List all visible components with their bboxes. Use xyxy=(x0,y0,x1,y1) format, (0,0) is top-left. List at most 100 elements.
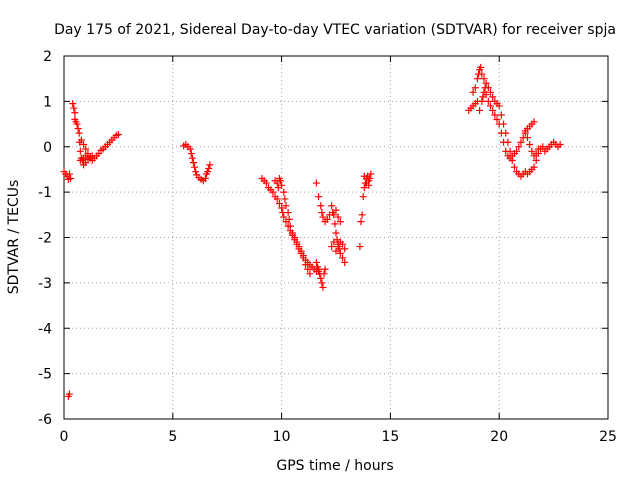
data-point xyxy=(70,104,78,112)
data-point xyxy=(73,120,81,128)
data-point xyxy=(356,243,364,251)
data-point xyxy=(284,209,292,217)
data-point xyxy=(530,163,538,171)
data-point xyxy=(318,279,326,287)
data-point xyxy=(186,145,194,153)
data-point xyxy=(532,150,540,158)
axis-ticks xyxy=(63,55,609,420)
data-point xyxy=(489,106,497,114)
data-point xyxy=(367,170,375,178)
data-point xyxy=(365,181,373,189)
y-tick-labels: -6 -5 -4 -3 -2 -1 0 1 2 xyxy=(38,49,52,428)
data-point xyxy=(187,150,195,158)
x-tick-label: 25 xyxy=(599,429,617,445)
data-point xyxy=(76,147,84,155)
data-point xyxy=(491,111,499,119)
data-point xyxy=(517,138,525,146)
y-tick-label: -4 xyxy=(38,321,52,337)
data-point xyxy=(360,184,368,192)
data-point xyxy=(278,181,286,189)
data-point xyxy=(189,159,197,167)
data-point xyxy=(504,138,512,146)
data-point xyxy=(332,206,340,214)
data-point xyxy=(82,145,90,153)
data-point xyxy=(341,258,349,266)
data-point xyxy=(502,129,510,137)
x-tick-label: 10 xyxy=(273,429,291,445)
data-point xyxy=(67,175,75,183)
data-point xyxy=(306,270,314,278)
data-point xyxy=(282,202,290,210)
data-point xyxy=(304,265,312,273)
data-point xyxy=(484,97,492,105)
data-point xyxy=(65,170,73,178)
y-tick-label: -5 xyxy=(38,367,52,383)
data-point xyxy=(497,111,505,119)
y-tick-label: -2 xyxy=(38,231,52,247)
data-point xyxy=(534,145,542,153)
data-point xyxy=(330,238,338,246)
data-point xyxy=(280,188,288,196)
data-point xyxy=(500,120,508,128)
x-tick-label: 0 xyxy=(60,429,69,445)
data-point xyxy=(278,204,286,212)
data-point xyxy=(334,213,342,221)
data-point xyxy=(192,168,200,176)
data-point xyxy=(319,283,327,291)
data-point xyxy=(281,195,289,203)
data-point xyxy=(315,193,323,201)
data-points xyxy=(60,63,564,400)
data-point xyxy=(86,153,94,161)
data-point xyxy=(188,154,196,162)
x-tick-label: 20 xyxy=(490,429,508,445)
data-point xyxy=(523,134,531,142)
data-point xyxy=(191,163,199,171)
data-point xyxy=(318,209,326,217)
x-tick-label: 15 xyxy=(381,429,399,445)
data-point xyxy=(285,215,293,223)
chart-title: Day 175 of 2021, Sidereal Day-to-day VTE… xyxy=(54,22,616,38)
data-point xyxy=(339,240,347,248)
data-point xyxy=(299,252,307,260)
data-point xyxy=(77,136,85,144)
data-point xyxy=(205,165,213,173)
data-point xyxy=(478,97,486,105)
data-point xyxy=(526,140,534,148)
data-point xyxy=(486,102,494,110)
y-tick-label: 1 xyxy=(43,94,52,110)
data-point xyxy=(201,175,209,183)
data-point xyxy=(80,154,88,162)
data-point xyxy=(80,140,88,148)
data-point xyxy=(328,202,336,210)
data-point xyxy=(328,243,336,251)
data-point xyxy=(513,147,521,155)
data-point xyxy=(74,125,82,133)
data-point xyxy=(317,202,325,210)
data-point xyxy=(495,102,503,110)
data-point xyxy=(334,243,342,251)
y-tick-label: -1 xyxy=(38,185,52,201)
data-point xyxy=(323,215,331,223)
data-point xyxy=(273,195,281,203)
y-tick-label: 2 xyxy=(43,49,52,65)
data-point xyxy=(528,147,536,155)
data-point xyxy=(330,211,338,219)
data-point xyxy=(75,129,83,137)
data-point xyxy=(321,265,329,273)
grid-lines xyxy=(64,56,608,419)
x-tick-label: 5 xyxy=(168,429,177,445)
data-point xyxy=(302,261,310,269)
data-point xyxy=(539,143,547,151)
data-point xyxy=(331,220,339,228)
data-point xyxy=(277,177,285,185)
data-point xyxy=(357,218,365,226)
x-axis-label: GPS time / hours xyxy=(276,458,393,474)
data-point xyxy=(508,156,516,164)
data-point xyxy=(482,79,490,87)
x-tick-labels: 0 5 10 15 20 25 xyxy=(60,429,617,445)
data-point xyxy=(530,118,538,126)
data-point xyxy=(532,156,540,164)
data-point xyxy=(510,163,518,171)
data-point xyxy=(478,70,486,78)
data-point xyxy=(477,63,485,71)
